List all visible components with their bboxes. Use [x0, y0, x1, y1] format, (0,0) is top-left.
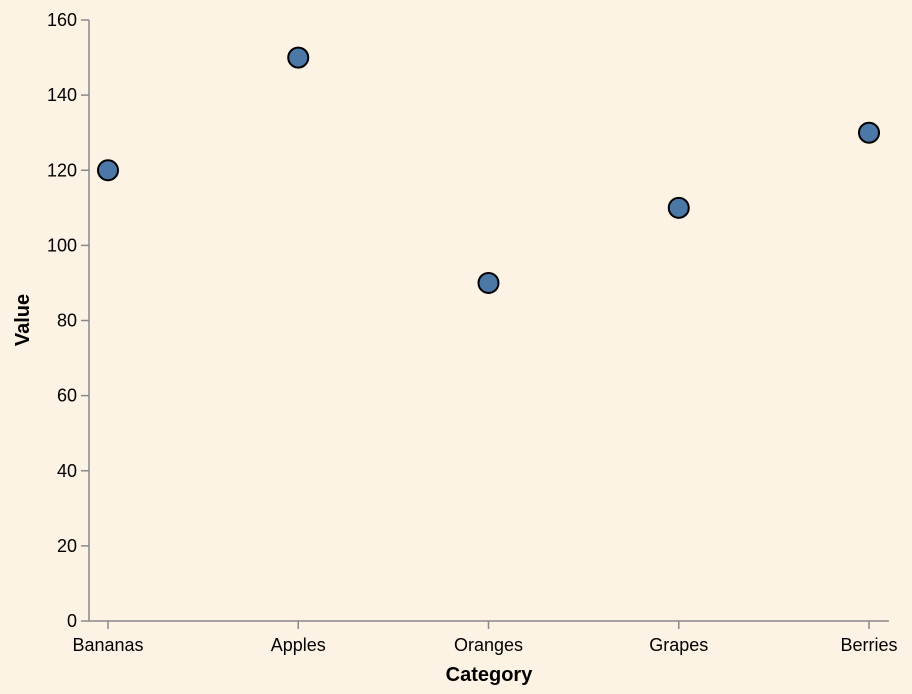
y-tick-label: 140 — [47, 85, 77, 105]
data-point — [858, 121, 880, 144]
data-point — [477, 271, 500, 294]
x-axis-title: Category — [446, 664, 534, 686]
y-tick-label: 100 — [47, 235, 77, 255]
data-points — [97, 46, 880, 294]
y-axis-title: Value — [12, 294, 34, 346]
x-tick-label: Bananas — [72, 635, 143, 655]
data-point — [97, 159, 119, 182]
x-tick-label: Apples — [271, 635, 326, 655]
y-tick-label: 160 — [47, 10, 77, 30]
y-tick-label: 80 — [57, 311, 77, 331]
data-point — [667, 196, 690, 219]
y-tick-label: 0 — [67, 611, 77, 631]
y-tick-label: 120 — [47, 160, 77, 180]
y-tick-label: 40 — [57, 461, 77, 481]
y-tick-label: 20 — [57, 536, 77, 556]
data-point — [287, 46, 310, 69]
y-tick-label: 60 — [57, 386, 77, 406]
x-tick-label: Oranges — [454, 635, 523, 655]
y-axis: 0 20 40 60 80 100 120 140 160 — [47, 10, 90, 631]
x-axis: Bananas Apples Oranges Grapes Berries — [72, 620, 898, 655]
x-tick-label: Berries — [840, 635, 897, 655]
x-tick-label: Grapes — [649, 635, 708, 655]
